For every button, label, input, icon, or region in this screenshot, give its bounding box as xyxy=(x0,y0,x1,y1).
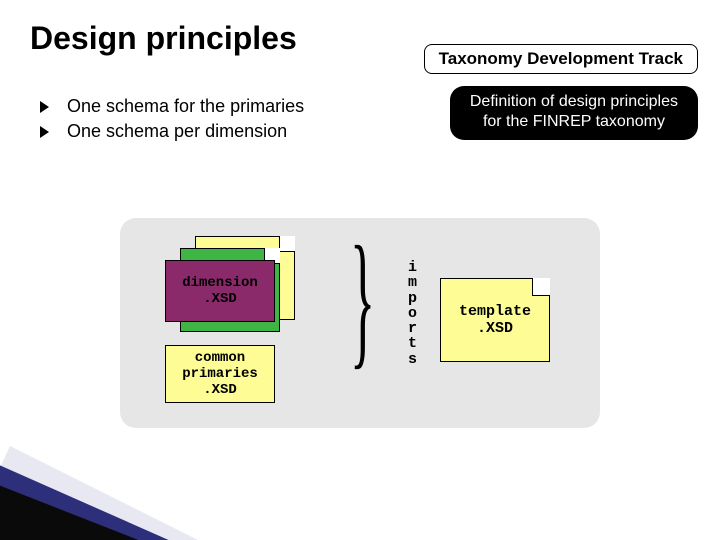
swoosh-decoration-icon xyxy=(0,406,270,540)
dimension-label-l2: .XSD xyxy=(166,291,274,307)
slide-title: Design principles xyxy=(30,20,297,57)
bullet-1-text: One schema for the primaries xyxy=(67,96,304,117)
imports-char: r xyxy=(408,321,417,336)
dimension-label: dimension .XSD xyxy=(166,275,274,307)
template-l2: .XSD xyxy=(459,320,531,337)
imports-char: i xyxy=(408,260,417,275)
bullet-2: One schema per dimension xyxy=(40,121,304,142)
template-label: template .XSD xyxy=(459,303,531,338)
subtitle-line-2: for the FINREP taxonomy xyxy=(470,112,678,132)
triangle-icon xyxy=(40,126,49,138)
template-l1: template xyxy=(459,303,531,320)
track-pill: Taxonomy Development Track xyxy=(424,44,698,74)
imports-char: o xyxy=(408,306,417,321)
slide: Design principles Taxonomy Development T… xyxy=(0,0,720,540)
page-fold-icon xyxy=(279,236,295,252)
subtitle-pill: Definition of design principles for the … xyxy=(450,86,698,140)
template-box: template .XSD xyxy=(440,278,550,362)
sheet-front-purple: dimension .XSD xyxy=(165,260,275,322)
page-fold-icon xyxy=(532,278,550,296)
curly-brace-icon: } xyxy=(350,213,375,385)
bullet-1: One schema for the primaries xyxy=(40,96,304,117)
imports-char: m xyxy=(408,275,417,290)
common-primaries-label: common primaries .XSD xyxy=(182,350,258,398)
common-l1: common xyxy=(182,350,258,366)
imports-char: t xyxy=(408,336,417,351)
bullet-list: One schema for the primaries One schema … xyxy=(40,96,304,146)
dimension-label-l1: dimension xyxy=(166,275,274,291)
bullet-2-text: One schema per dimension xyxy=(67,121,287,142)
subtitle-line-1: Definition of design principles xyxy=(470,92,678,112)
common-primaries-box: common primaries .XSD xyxy=(165,345,275,403)
common-l2: primaries xyxy=(182,366,258,382)
imports-char: p xyxy=(408,291,417,306)
triangle-icon xyxy=(40,101,49,113)
imports-label: i m p o r t s xyxy=(408,260,417,367)
imports-char: s xyxy=(408,352,417,367)
common-l3: .XSD xyxy=(182,382,258,398)
